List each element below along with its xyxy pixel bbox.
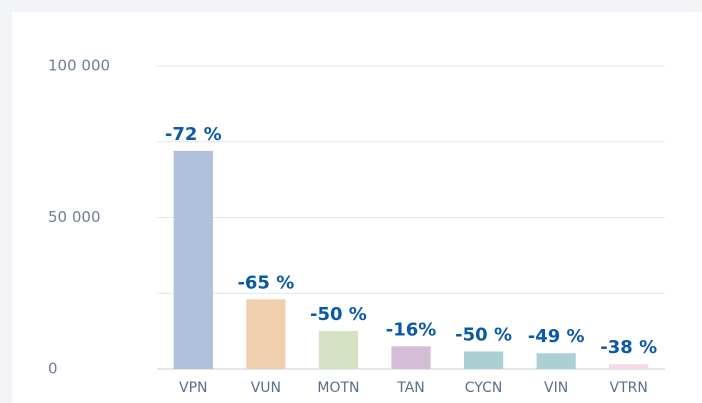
x-tick-label: VUN <box>251 380 281 396</box>
bar-annotation: -49 % <box>528 326 585 347</box>
bar-annotation: -65 % <box>237 272 294 293</box>
bar <box>173 150 213 369</box>
y-tick-label: 50 000 <box>48 208 101 226</box>
bar-annotation: -50 % <box>455 324 512 345</box>
x-tick-label: CYCN <box>465 380 503 396</box>
x-tick-label: VIN <box>544 380 568 396</box>
y-tick-label: 100 000 <box>48 57 110 75</box>
bar-annotation: -50 % <box>310 304 367 325</box>
bar <box>318 331 359 369</box>
bar-annotation: -16% <box>386 319 437 340</box>
x-tick-label: VTRN <box>610 380 648 396</box>
bar <box>391 346 431 369</box>
x-tick-label: VPN <box>179 380 208 396</box>
bar <box>609 364 649 369</box>
bar-annotation: -72 % <box>165 124 222 145</box>
bar <box>536 353 576 369</box>
bar <box>246 299 286 369</box>
bar <box>463 351 504 369</box>
y-tick-label: 0 <box>48 360 58 378</box>
bar-annotation: -38 % <box>600 337 657 358</box>
x-tick-label: MOTN <box>317 380 359 396</box>
x-tick-label: TAN <box>396 380 425 396</box>
